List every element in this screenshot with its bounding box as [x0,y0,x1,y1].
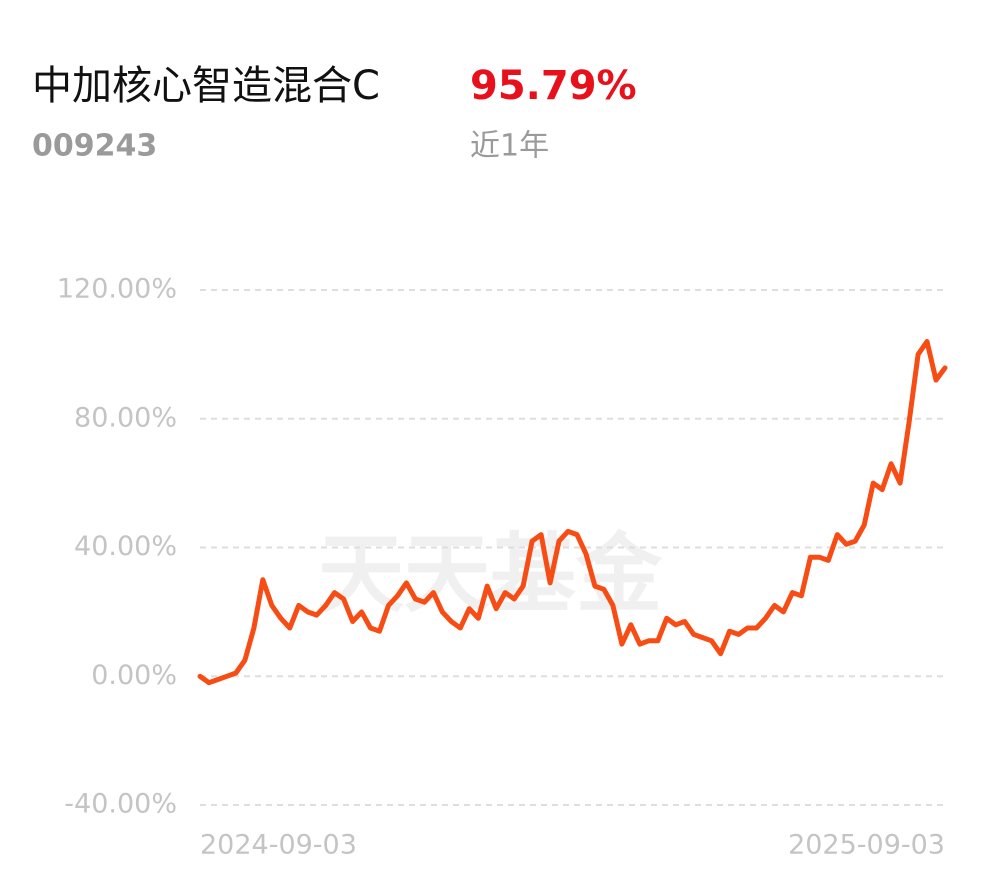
x-tick-label: 2025-09-03 [788,830,945,861]
x-tick-label: 2024-09-03 [200,830,357,861]
fund-code: 009243 [32,129,157,164]
fund-name: 中加核心智造混合C [32,63,380,109]
y-tick-label: 0.00% [91,660,177,691]
fund-line [197,339,948,686]
watermark: 天天基金 [318,524,663,624]
y-tick-label: 120.00% [57,274,177,305]
y-tick-label: 40.00% [74,531,177,562]
y-tick-label: 80.00% [74,402,177,433]
return-value: 95.79% [470,63,637,109]
period: 近1年 [470,129,549,164]
y-tick-label: -40.00% [64,789,177,820]
